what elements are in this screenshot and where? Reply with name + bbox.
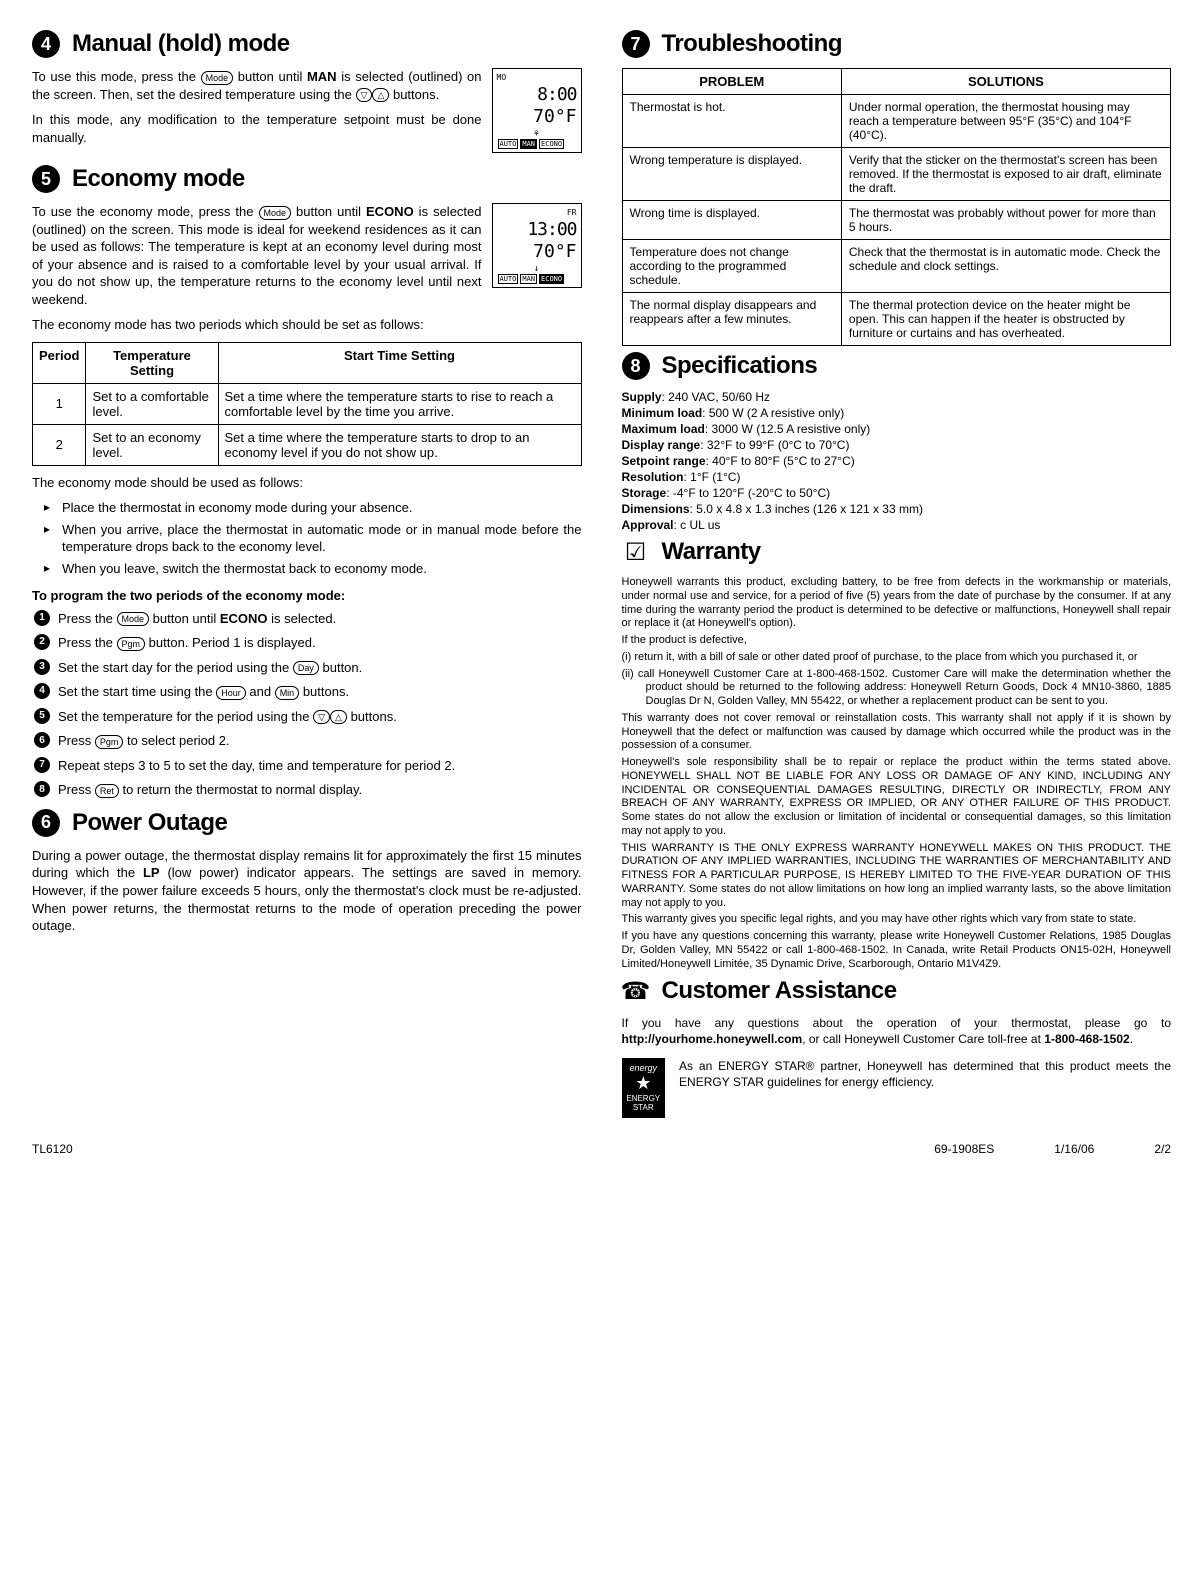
down-button-icon: ▽ <box>356 88 373 102</box>
section-number-icon: 8 <box>622 352 650 380</box>
table-row: Thermostat is hot.Under normal operation… <box>622 95 1171 148</box>
warranty-body: Honeywell warrants this product, excludi… <box>622 576 1172 971</box>
table-row: 2Set to an economy level.Set a time wher… <box>33 424 582 465</box>
up-button-icon: △ <box>330 710 347 724</box>
footer-date: 1/16/06 <box>1054 1142 1094 1156</box>
table-row: Wrong time is displayed.The thermostat w… <box>622 201 1171 240</box>
section-title: Manual (hold) mode <box>72 30 290 58</box>
economy-subhead: To program the two periods of the econom… <box>32 588 582 603</box>
section-title: Warranty <box>662 538 761 566</box>
energy-star-logo-icon: energy ★ ENERGY STAR <box>622 1058 666 1118</box>
mode-button-icon: Mode <box>201 71 234 85</box>
economy-usage-list: Place the thermostat in economy mode dur… <box>32 499 582 577</box>
section-title: Troubleshooting <box>662 30 842 58</box>
footer-page: 2/2 <box>1154 1142 1171 1156</box>
economy-paragraph-2: The economy mode has two periods which s… <box>32 316 582 334</box>
economy-periods-table: PeriodTemperature SettingStart Time Sett… <box>32 342 582 466</box>
section-title: Customer Assistance <box>662 977 897 1005</box>
outage-paragraph: During a power outage, the thermostat di… <box>32 847 582 935</box>
mode-button-icon: Mode <box>259 206 292 220</box>
specs-list: Supply: 240 VAC, 50/60 Hz Minimum load: … <box>622 390 1172 532</box>
up-button-icon: △ <box>372 88 389 102</box>
economy-steps: Press the Mode button until ECONO is sel… <box>32 610 582 799</box>
list-item: When you leave, switch the thermostat ba… <box>48 560 582 578</box>
section-title: Economy mode <box>72 165 245 193</box>
list-item: Press Pgm to select period 2. <box>34 732 582 750</box>
section-title: Power Outage <box>72 809 227 837</box>
list-item: Set the temperature for the period using… <box>34 708 582 726</box>
assist-paragraph: If you have any questions about the oper… <box>622 1015 1172 1047</box>
table-row: 1Set to a comfortable level.Set a time w… <box>33 383 582 424</box>
lcd-manual: MO 8:00 70°F ⚘ AUTOMANECONO <box>492 68 582 153</box>
list-item: Press the Pgm button. Period 1 is displa… <box>34 634 582 652</box>
section-number-icon: 6 <box>32 809 60 837</box>
list-item: Repeat steps 3 to 5 to set the day, time… <box>34 757 582 775</box>
list-item: Set the start time using the Hour and Mi… <box>34 683 582 701</box>
table-row: The normal display disappears and reappe… <box>622 293 1171 346</box>
troubleshooting-table: PROBLEMSOLUTIONS Thermostat is hot.Under… <box>622 68 1172 346</box>
pgm-button-icon: Pgm <box>95 735 124 749</box>
section-title: Specifications <box>662 352 818 380</box>
page-footer: TL6120 69-1908ES 1/16/06 2/2 <box>32 1142 1171 1156</box>
energy-star-text: As an ENERGY STAR® partner, Honeywell ha… <box>679 1058 1171 1090</box>
phone-icon: ☎ <box>622 977 650 1005</box>
warranty-icon: ☑ <box>622 538 650 566</box>
day-button-icon: Day <box>293 661 319 675</box>
list-item: Press Ret to return the thermostat to no… <box>34 781 582 799</box>
section-number-icon: 5 <box>32 165 60 193</box>
min-button-icon: Min <box>275 686 300 700</box>
down-button-icon: ▽ <box>313 710 330 724</box>
list-item: Set the start day for the period using t… <box>34 659 582 677</box>
ret-button-icon: Ret <box>95 784 119 798</box>
hour-button-icon: Hour <box>216 686 246 700</box>
table-row: Temperature does not change according to… <box>622 240 1171 293</box>
list-item: Place the thermostat in economy mode dur… <box>48 499 582 517</box>
mode-button-icon: Mode <box>117 612 150 626</box>
footer-docnum: 69-1908ES <box>934 1142 994 1156</box>
list-item: Press the Mode button until ECONO is sel… <box>34 610 582 628</box>
lcd-economy: FR 13:00 70°F ↓ AUTOMANECONO <box>492 203 582 288</box>
footer-model: TL6120 <box>32 1142 73 1156</box>
table-row: Wrong temperature is dis­played.Verify t… <box>622 148 1171 201</box>
economy-paragraph-3: The economy mode should be used as follo… <box>32 474 582 492</box>
section-number-icon: 7 <box>622 30 650 58</box>
pgm-button-icon: Pgm <box>117 637 146 651</box>
list-item: When you arrive, place the thermostat in… <box>48 521 582 556</box>
section-number-icon: 4 <box>32 30 60 58</box>
energy-star-block: energy ★ ENERGY STAR As an ENERGY STAR® … <box>622 1058 1172 1118</box>
